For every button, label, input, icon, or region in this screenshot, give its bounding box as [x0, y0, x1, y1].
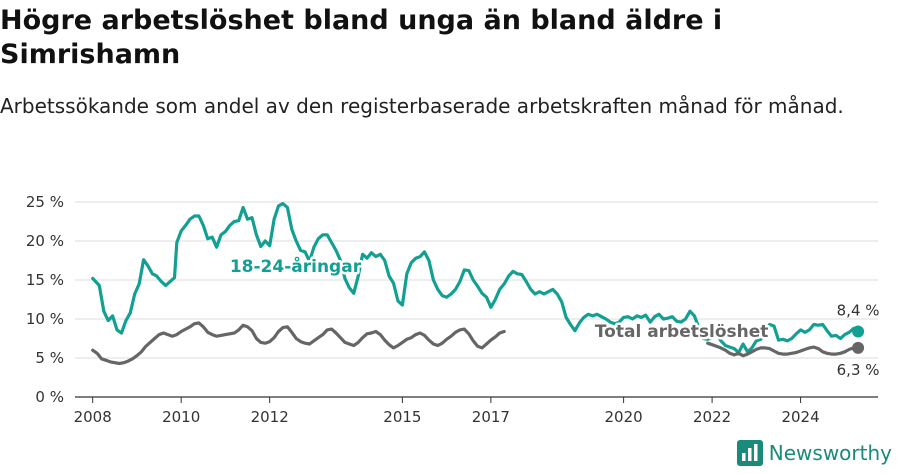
- total-series-label: Total arbetslöshet: [595, 322, 769, 342]
- chart-subtitle: Arbetssökande som andel av den registerb…: [0, 94, 844, 118]
- x-tick-label: 2012: [251, 408, 289, 426]
- y-tick-label: 20 %: [26, 232, 64, 250]
- y-tick-label: 0 %: [35, 388, 64, 406]
- y-tick-label: 5 %: [35, 349, 64, 367]
- y-tick-label: 10 %: [26, 310, 64, 328]
- y-tick-label: 25 %: [26, 193, 64, 211]
- chart-title: Högre arbetslöshet bland unga än bland ä…: [0, 5, 723, 70]
- y-tick-label: 15 %: [26, 271, 64, 289]
- x-tick-label: 2017: [472, 408, 510, 426]
- series-layer: [91, 202, 865, 366]
- grid-layer: [75, 201, 878, 398]
- youth-series-line: [91, 202, 860, 355]
- youth-end-label: 8,4 %: [837, 301, 880, 319]
- bar-chart-logo-icon: [736, 440, 763, 466]
- x-tick-label: 2008: [74, 408, 112, 426]
- x-tick-label: 2020: [605, 408, 643, 426]
- youth-series-label: 18-24-åringar: [230, 255, 362, 277]
- total-end-label: 6,3 %: [837, 361, 880, 379]
- brand-name: Newsworthy: [768, 441, 892, 465]
- x-tick-label: 2022: [693, 408, 731, 426]
- total-series-line: [706, 341, 860, 358]
- brand: Newsworthy: [736, 440, 892, 466]
- x-tick-label: 2024: [781, 408, 819, 426]
- total-series-line: [91, 321, 506, 366]
- x-tick-label: 2015: [383, 408, 421, 426]
- x-tick-label: 2010: [162, 408, 200, 426]
- label-layer: 18-24-åringar Total arbetslöshet 8,4 % 6,3 …: [227, 253, 880, 379]
- axis-layer: 0 % 5 % 10 % 15 % 20 % 25 % 2008 2010 2012 2015 20…: [26, 193, 820, 426]
- total-end-marker: [852, 341, 865, 354]
- youth-end-marker: [852, 325, 865, 338]
